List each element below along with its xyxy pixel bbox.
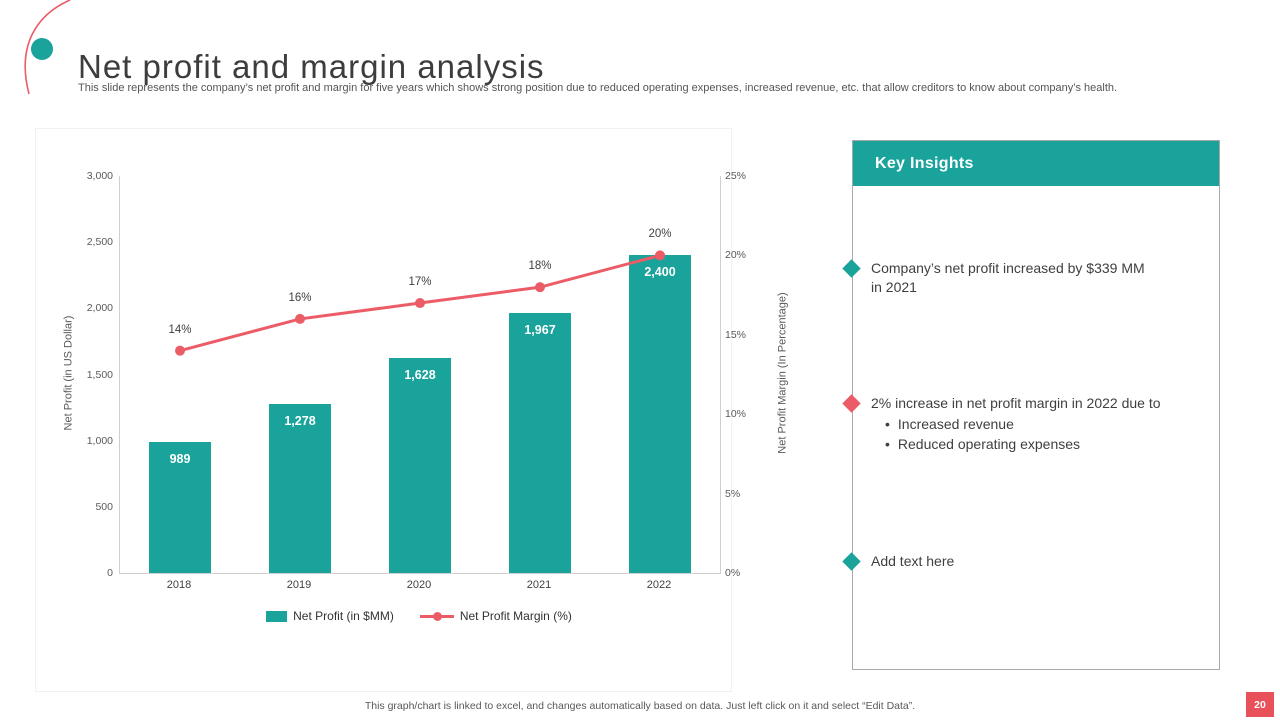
left-axis-tick: 1,000 [86,434,113,447]
right-axis-tick: 10% [725,408,747,421]
margin-point-label: 17% [408,276,432,289]
margin-point-label: 14% [168,323,192,336]
x-axis-tick-2019: 2019 [286,579,312,591]
insight-text: Company’s net profit increased by $339 M… [871,260,1145,295]
left-axis-tick: 2,000 [86,302,113,315]
legend-label-net-profit: Net Profit (in $MM) [293,609,394,623]
left-axis-tick: 500 [95,500,113,513]
insight-text: 2% increase in net profit margin in 2022… [871,395,1161,411]
insight-placeholder-text[interactable]: Add text here [871,553,955,569]
x-axis-tick-2022: 2022 [646,579,672,591]
diamond-marker [842,552,861,571]
bar-value-label: 1,278 [284,414,316,428]
right-axis-ticks: 0% 5% 10% 15% 20% 25% [725,170,775,579]
insight-sub-bullet: • Increased revenue [885,416,1209,433]
bullet-dot: • [885,416,890,432]
left-axis-ticks: 0 500 1,000 1,500 2,000 2,500 3,000 [56,170,113,579]
bar-2022 [629,255,691,573]
bar-value-label: 1,967 [524,323,556,337]
bar-value-label: 989 [169,452,191,466]
bar-2018 [149,442,211,573]
right-axis-tick: 20% [725,249,747,262]
margin-point-label: 18% [528,260,552,273]
x-axis-ticks: 2018 2019 2020 2021 2022 [119,579,719,595]
bar-2020 [389,358,451,573]
key-insights-panel: Key Insights Company’s net profit increa… [842,140,1220,670]
left-axis-tick: 3,000 [86,170,113,182]
x-axis-tick-2021: 2021 [526,579,552,591]
line-series-swatch [419,611,454,621]
left-axis-tick: 2,500 [86,236,113,249]
chart-legend: Net Profit (in $MM) Net Profit Margin (%… [119,609,719,623]
page-number-badge: 20 [1246,692,1274,717]
key-insights-header: Key Insights [853,141,1219,186]
bar-2019 [269,404,331,573]
insight-item-1: Company’s net profit increased by $339 M… [842,259,1219,297]
bar-series-swatch [266,610,288,622]
x-axis-tick-2020: 2020 [406,579,432,591]
diamond-marker [842,259,861,278]
footer-note: This graph/chart is linked to excel, and… [364,700,916,712]
insight-sub-text: Increased revenue [897,416,1014,432]
insight-item-2: 2% increase in net profit margin in 2022… [842,394,1219,453]
legend-item-margin: Net Profit Margin (%) [419,609,572,623]
bar-value-label: 1,628 [404,368,436,382]
title-bullet-circle [31,38,53,60]
page-subtitle: This slide represents the company’s net … [78,82,1118,94]
decorative-arc [24,0,71,95]
left-axis-tick: 1,500 [86,368,113,381]
margin-point-label: 20% [648,228,672,241]
bar-2021 [509,313,571,573]
line-series-dot [432,611,442,621]
right-axis-tick: 15% [725,328,747,341]
right-axis-tick: 0% [725,567,741,579]
plot-area: 989 1,278 1,628 1,967 2,400 14% 16% 17% 18% 20% [119,176,721,574]
x-axis-tick-2018: 2018 [166,579,192,591]
bullet-dot: • [885,436,890,452]
left-axis-tick: 0 [107,567,113,579]
insight-sub-bullet: • Reduced operating expenses [885,436,1209,453]
key-insights-title: Key Insights [875,154,974,172]
legend-label-margin: Net Profit Margin (%) [459,609,572,623]
legend-item-net-profit: Net Profit (in $MM) [266,609,394,623]
bar-value-label: 2,400 [644,265,676,279]
right-axis-tick: 5% [725,487,741,500]
insight-sub-text: Reduced operating expenses [897,436,1081,452]
right-axis-tick: 25% [725,170,747,182]
diamond-marker [842,394,861,413]
chart-card[interactable]: Net Profit (in US Dollar) 0 500 1,000 1,500… [35,128,789,692]
margin-point-label: 16% [288,291,312,304]
right-axis-title: Net Profit Margin (In Percentage) [776,292,789,454]
page-title: Net profit and margin analysis [78,48,545,86]
insight-item-3: Add text here [842,552,1219,571]
